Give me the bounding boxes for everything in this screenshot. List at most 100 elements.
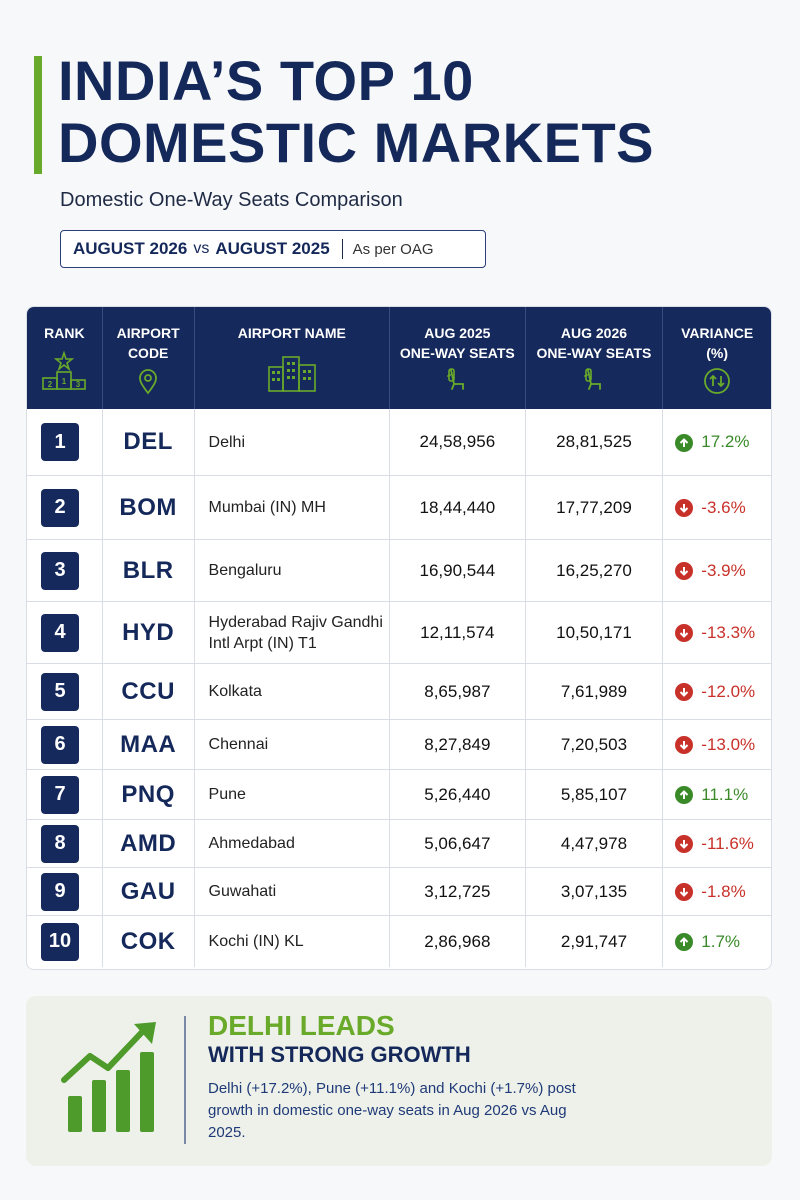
airport-code: BOM (119, 493, 177, 521)
aug2026-cell: 4,47,978 (526, 820, 664, 867)
aug2025-seats: 8,27,849 (424, 734, 491, 754)
aug2026-cell: 7,61,989 (526, 664, 664, 719)
aug2026-seats: 2,91,747 (560, 931, 628, 951)
variance-cell: -11.6% (663, 820, 771, 867)
period-source: As per OAG (352, 240, 434, 258)
aug2025-seats: 8,65,987 (424, 681, 491, 701)
table-header: RANK 1 2 3 AIRPORT CODE AIRPORT NAME (27, 307, 771, 409)
rank-badge: 2 (41, 488, 79, 527)
page-subtitle: Domestic One-Way Seats Comparison (60, 189, 403, 211)
airport-code: GAU (120, 877, 176, 905)
variance-badge (675, 499, 694, 518)
variance-badge (675, 736, 694, 755)
airport-code: HYD (122, 618, 175, 646)
code-cell: CCU (103, 664, 195, 719)
airport-name: Ahmedabad (195, 833, 295, 854)
arrow-down-icon (680, 688, 689, 697)
table-row: 1 DEL Delhi 24,58,956 28,81,525 17.2% (27, 409, 771, 475)
aug2025-cell: 18,44,440 (390, 476, 526, 539)
variance-badge (675, 883, 694, 902)
header-airport-code: AIRPORT CODE (103, 307, 195, 409)
rank-badge: 3 (41, 551, 79, 590)
header-aug2026-line-1: AUG 2026 (560, 325, 628, 341)
variance-cell: 1.7% (663, 916, 771, 967)
airport-name-line-2: Intl Arpt (IN) T1 (208, 634, 317, 652)
header-variance-line-2: (%) (706, 345, 729, 361)
variance-text: 17.2% (701, 432, 750, 451)
rank-badge: 10 (41, 922, 79, 961)
table-row: 5 CCU Kolkata 8,65,987 7,61,989 -12.0% (27, 663, 771, 719)
table-body: 1 DEL Delhi 24,58,956 28,81,525 17.2% 2 BOM Mumb… (27, 409, 771, 967)
airport-name: Kochi (IN) KL (195, 931, 304, 952)
airport-name: Bengaluru (195, 560, 282, 581)
variance-text: 1.7% (701, 931, 741, 951)
header-aug2025-line-2: ONE-WAY SEATS (399, 345, 515, 361)
variance-badge (675, 786, 694, 805)
airport-name-line-1: Chennai (208, 736, 269, 753)
variance-cell: -1.8% (663, 868, 771, 915)
rank-badge: 6 (41, 725, 79, 764)
title-line-1: INDIA’S TOP 10 (58, 49, 474, 112)
variance-text: 11.1% (701, 784, 749, 804)
header-airport-name: AIRPORT NAME (195, 307, 391, 409)
aug2026-seats: 16,25,270 (556, 560, 632, 580)
header-code-line-1: AIRPORT (116, 325, 180, 341)
rank-badge: 7 (41, 775, 79, 814)
aug2025-cell: 5,26,440 (390, 770, 526, 819)
header-variance-line-1: VARIANCE (681, 325, 754, 341)
aug2025-cell: 8,27,849 (390, 720, 526, 769)
rank-badge: 9 (41, 872, 79, 911)
buildings-icon (267, 356, 316, 392)
airport-name-line-1: Delhi (208, 433, 246, 451)
aug2026-cell: 3,07,135 (526, 868, 664, 915)
name-cell: Pune (195, 770, 391, 819)
podium-icon: 1 2 3 (42, 351, 87, 390)
table-row: 8 AMD Ahmedabad 5,06,647 4,47,978 -11.6% (27, 819, 771, 867)
title-line-2: DOMESTIC MARKETS (58, 111, 654, 174)
code-cell: MAA (103, 720, 195, 769)
variance-cell: 17.2% (663, 409, 771, 475)
table-row: 3 BLR Bengaluru 16,90,544 16,25,270 -3.9% (27, 539, 771, 601)
aug2025-cell: 2,86,968 (390, 916, 526, 967)
arrow-down-icon (680, 741, 689, 750)
aug2025-seats: 5,06,647 (424, 833, 491, 853)
podium-label-1: 1 (62, 377, 67, 386)
name-cell: Mumbai (IN) MH (195, 476, 391, 539)
header-variance: VARIANCE (%) (663, 307, 771, 409)
table-row: 6 MAA Chennai 8,27,849 7,20,503 -13.0% (27, 719, 771, 769)
name-cell: Chennai (195, 720, 391, 769)
rank-cell: 7 (27, 770, 103, 819)
airport-code: DEL (123, 428, 173, 455)
callout-divider (184, 1016, 186, 1144)
airport-code: COK (120, 927, 176, 955)
arrow-up-icon (680, 437, 689, 447)
aug2026-seats: 7,20,503 (560, 734, 628, 754)
aug2026-seats: 4,47,978 (560, 833, 628, 853)
variance-badge (675, 624, 694, 643)
seat-icon (584, 368, 601, 390)
airport-code: MAA (120, 730, 177, 758)
variance-cell: -12.0% (663, 664, 771, 719)
aug2025-seats: 18,44,440 (419, 497, 496, 517)
variance-text: -13.0% (701, 734, 756, 754)
arrow-up-icon (680, 790, 689, 800)
rank-badge: 8 (41, 824, 79, 863)
aug2026-seats: 10,50,171 (556, 622, 632, 642)
variance-value: 11.1% (663, 785, 748, 805)
aug2026-cell: 5,85,107 (526, 770, 664, 819)
header-name-label: AIRPORT NAME (237, 325, 346, 341)
arrow-down-icon (680, 629, 689, 638)
rank-badge: 5 (41, 672, 79, 711)
aug2026-seats: 3,07,135 (560, 881, 628, 901)
callout-heading: DELHI LEADS (208, 1010, 395, 1041)
variance-value: -3.6% (663, 498, 746, 518)
period-current: AUGUST 2026 (73, 239, 188, 258)
title-accent-bar (34, 56, 42, 174)
airport-name-line-1: Hyderabad Rajiv Gandhi (208, 613, 383, 631)
swap-arrows-icon (704, 368, 731, 394)
airport-name: Delhi (195, 432, 245, 453)
variance-value: -11.6% (663, 834, 754, 854)
variance-badge (675, 562, 694, 581)
rank-cell: 3 (27, 540, 103, 601)
aug2025-cell: 5,06,647 (390, 820, 526, 867)
